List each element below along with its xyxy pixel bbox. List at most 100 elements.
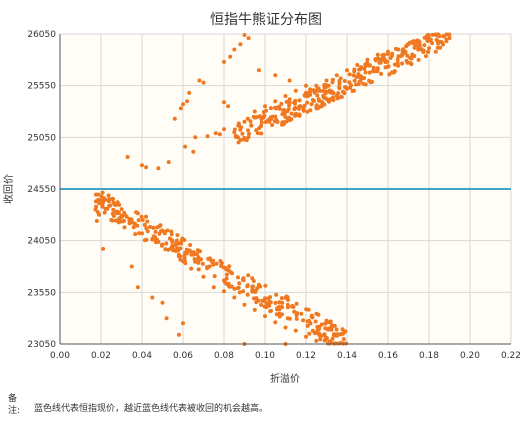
data-point [363, 62, 368, 67]
data-point [287, 316, 292, 321]
data-point [205, 134, 210, 139]
data-point [279, 101, 284, 106]
x-tick-label: 0.06 [173, 351, 193, 361]
data-point [178, 254, 182, 259]
data-point [263, 104, 267, 109]
data-point [435, 45, 440, 50]
data-point [373, 58, 378, 63]
data-point [225, 272, 229, 277]
data-point [307, 331, 312, 336]
data-point [274, 119, 279, 124]
data-point [358, 75, 363, 80]
data-point [140, 218, 145, 222]
data-point [140, 231, 144, 236]
data-point [324, 78, 329, 83]
data-point [236, 275, 240, 280]
data-point [246, 135, 251, 140]
data-point [381, 55, 386, 60]
data-point [367, 63, 372, 68]
data-point [263, 283, 268, 288]
y-tick-label: 25550 [27, 82, 56, 92]
data-point [265, 301, 270, 306]
data-point [245, 292, 250, 297]
data-point [262, 113, 267, 118]
x-tick-label: 0.04 [132, 351, 152, 361]
data-point [372, 69, 377, 74]
data-point [136, 218, 141, 223]
y-tick-label: 23550 [27, 288, 56, 298]
data-point [347, 72, 352, 77]
data-point [139, 214, 144, 219]
data-point [162, 231, 167, 236]
data-point [297, 98, 302, 103]
data-point [304, 83, 308, 88]
data-point [188, 243, 193, 247]
data-point [310, 98, 315, 102]
data-point [166, 247, 171, 252]
data-point [433, 49, 438, 54]
data-point [327, 339, 332, 344]
data-point [93, 207, 98, 212]
data-point [110, 197, 114, 201]
data-point [316, 327, 321, 332]
data-point [242, 119, 247, 124]
data-point [105, 206, 110, 211]
data-point [211, 285, 216, 290]
data-point [142, 222, 147, 227]
data-point [250, 289, 255, 294]
data-point [326, 327, 331, 332]
data-point [426, 50, 430, 54]
data-point [246, 36, 251, 41]
data-point [222, 100, 226, 105]
data-point [404, 58, 409, 63]
data-point [293, 98, 298, 103]
data-point [317, 331, 322, 336]
data-point [444, 39, 449, 44]
data-point [145, 219, 150, 224]
data-point [228, 54, 233, 59]
data-point [314, 83, 319, 88]
data-point [287, 103, 292, 108]
data-point [347, 80, 352, 85]
data-point [305, 109, 310, 114]
data-point [108, 203, 113, 208]
data-point [301, 105, 306, 110]
data-point [447, 36, 452, 41]
data-point [383, 60, 388, 65]
data-point [166, 160, 171, 165]
data-point [254, 115, 259, 120]
data-point [232, 47, 237, 52]
data-point [357, 67, 362, 72]
data-point [424, 54, 428, 59]
data-point [301, 318, 306, 323]
data-point [404, 44, 409, 49]
data-point [363, 70, 368, 75]
data-point [309, 314, 314, 319]
data-point [342, 79, 347, 83]
data-point [264, 108, 269, 113]
data-point [375, 52, 380, 57]
data-point [144, 237, 149, 242]
data-point [409, 56, 414, 61]
data-point [284, 119, 289, 124]
data-point [422, 43, 427, 48]
data-point [238, 127, 243, 132]
data-point [289, 111, 294, 116]
data-point [242, 302, 247, 307]
data-point [201, 80, 206, 85]
data-point [246, 128, 250, 133]
x-tick-label: 0.18 [419, 351, 439, 361]
note-text: 蓝色线代表恒指现价，越近蓝色线代表被收回的机会越高。 [34, 404, 269, 414]
data-point [122, 225, 127, 230]
data-point [280, 300, 285, 305]
data-point [196, 255, 201, 260]
x-tick-label: 0.12 [296, 351, 316, 361]
data-point [274, 105, 279, 110]
data-point [259, 117, 264, 122]
data-point [337, 78, 342, 83]
data-point [160, 300, 165, 305]
data-point [253, 288, 258, 293]
data-point [287, 78, 292, 83]
data-point [181, 321, 185, 326]
data-point [178, 257, 183, 262]
